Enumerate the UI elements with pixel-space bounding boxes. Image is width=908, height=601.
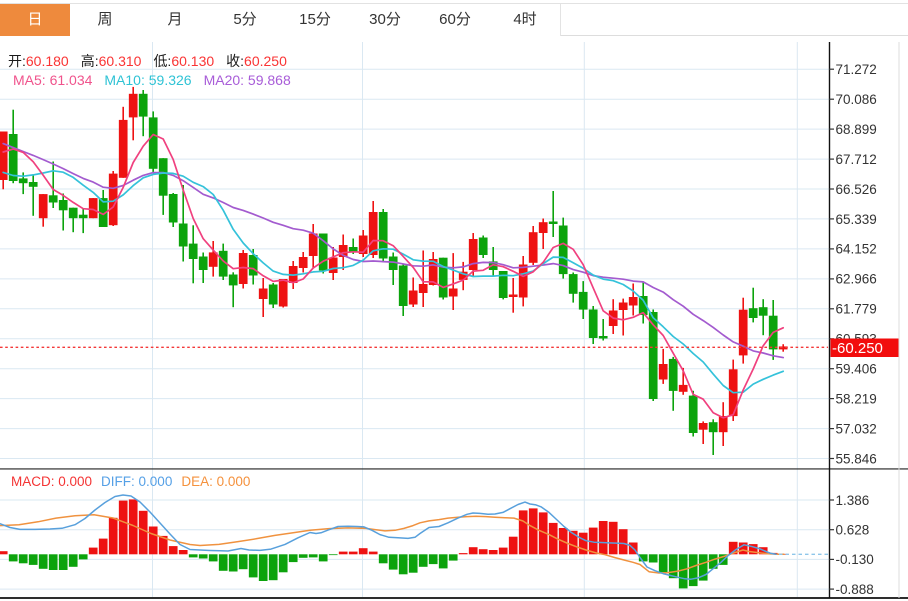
svg-text:68.899: 68.899 — [836, 122, 877, 137]
svg-text:-0.130: -0.130 — [836, 552, 874, 567]
svg-text:-0.888: -0.888 — [836, 582, 874, 597]
svg-text:57.032: 57.032 — [836, 421, 877, 436]
svg-text:66.526: 66.526 — [836, 182, 877, 197]
svg-text:64.152: 64.152 — [836, 242, 877, 257]
svg-text:58.219: 58.219 — [836, 391, 877, 406]
svg-text:59.406: 59.406 — [836, 362, 877, 377]
svg-text:-60.250: -60.250 — [832, 340, 883, 357]
svg-text:71.272: 71.272 — [836, 62, 877, 77]
svg-text:0.628: 0.628 — [836, 523, 870, 538]
svg-text:55.846: 55.846 — [836, 451, 877, 466]
svg-text:1.386: 1.386 — [836, 493, 870, 508]
svg-text:61.779: 61.779 — [836, 302, 877, 317]
svg-text:67.712: 67.712 — [836, 152, 877, 167]
svg-text:70.086: 70.086 — [836, 92, 877, 107]
svg-text:65.339: 65.339 — [836, 212, 877, 227]
svg-text:62.966: 62.966 — [836, 272, 877, 287]
